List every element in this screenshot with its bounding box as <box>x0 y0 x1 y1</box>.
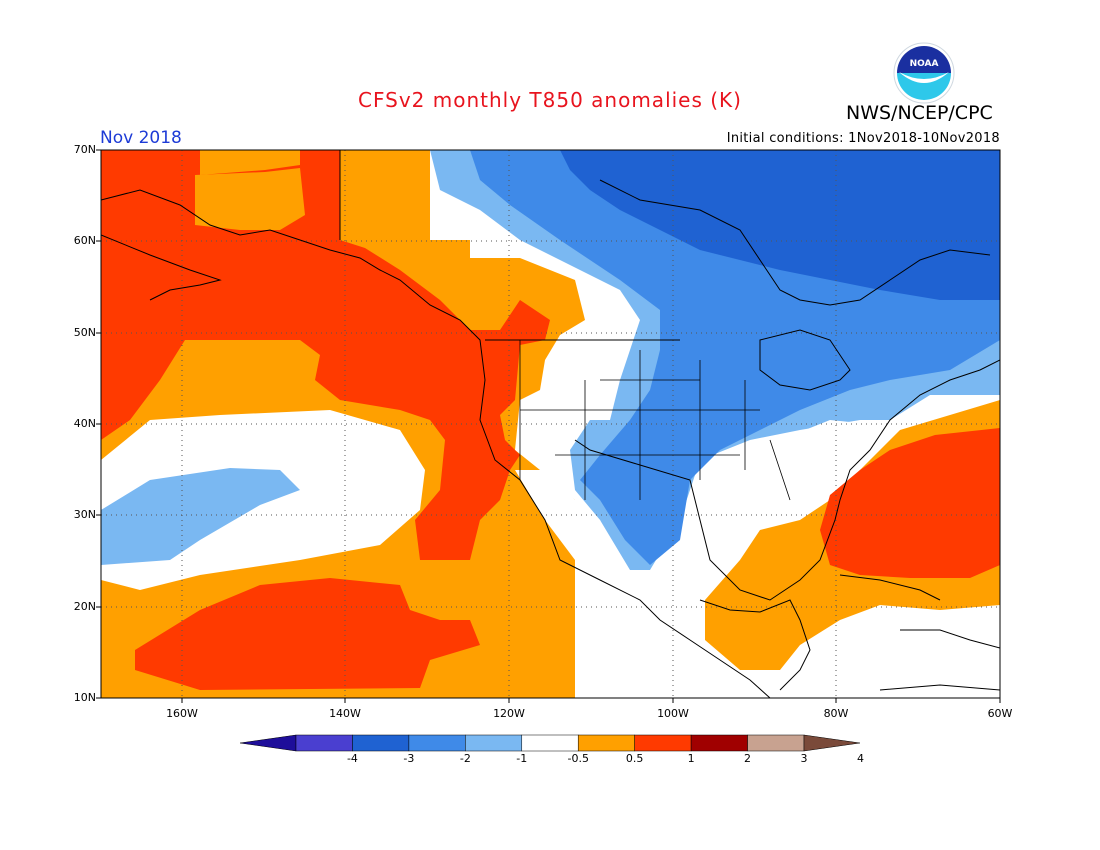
anomaly-region-canada-deepblue <box>560 150 1000 300</box>
lon-label-160w: 160W <box>166 707 198 720</box>
colorbar-segment <box>408 734 466 752</box>
colorbar-tick-label: 1 <box>687 752 695 765</box>
lat-label-60n: 60N <box>73 234 96 247</box>
colorbar <box>239 734 861 752</box>
colorbar-segment <box>295 734 353 752</box>
lat-label-30n: 30N <box>73 508 96 521</box>
lon-label-140w: 140W <box>329 707 361 720</box>
colorbar-tick-label: 2 <box>744 752 752 765</box>
colorbar-segment <box>634 734 692 752</box>
lat-label-10n: 10N <box>73 691 96 704</box>
agency-label: NWS/NCEP/CPC <box>846 102 993 124</box>
anomaly-region-alaska-red <box>101 150 550 560</box>
colorbar-segment <box>747 734 805 752</box>
colorbar-tick-label: 0.5 <box>625 752 644 765</box>
anomaly-region-pacific-blue <box>101 468 300 565</box>
lat-label-40n: 40N <box>73 417 96 430</box>
anomaly-region-atlantic-red <box>820 428 1000 578</box>
lat-label-70n: 70N <box>73 143 96 156</box>
colorbar-tick-label: 4 <box>856 752 864 765</box>
colorbar-tick-label: -4 <box>346 752 358 765</box>
colorbar-arrow-high <box>803 734 861 752</box>
map-ticks <box>96 149 1001 703</box>
noaa-logo-icon: NOAA <box>893 42 955 104</box>
colorbar-arrow-low <box>239 734 297 752</box>
map-title: CFSv2 monthly T850 anomalies (K) <box>358 88 742 112</box>
colorbar-segment <box>521 734 579 752</box>
lat-label-50n: 50N <box>73 326 96 339</box>
colorbar-tick-label: -0.5 <box>567 752 589 765</box>
lon-label-80w: 80W <box>823 707 849 720</box>
logo-text: NOAA <box>910 59 939 69</box>
lon-label-100w: 100W <box>657 707 689 720</box>
lon-label-120w: 120W <box>493 707 525 720</box>
colorbar-tick-label: -2 <box>459 752 471 765</box>
state-borders <box>519 340 791 501</box>
colorbar-segment <box>352 734 410 752</box>
forecast-period: Nov 2018 <box>100 128 182 148</box>
colorbar-tick-label: -1 <box>516 752 528 765</box>
coastlines <box>101 150 1000 698</box>
initial-conditions: Initial conditions: 1Nov2018-10Nov2018 <box>726 131 1000 146</box>
anomaly-region-subtropical-red <box>135 578 480 690</box>
lon-label-60w: 60W <box>987 707 1013 720</box>
colorbar-tick-label: -3 <box>403 752 415 765</box>
lat-label-20n: 20N <box>73 600 96 613</box>
colorbar-segment <box>577 734 635 752</box>
colorbar-segment <box>465 734 523 752</box>
colorbar-tick-label: 3 <box>800 752 808 765</box>
colorbar-segment <box>690 734 748 752</box>
anomaly-region-alaska-orange <box>195 168 305 230</box>
